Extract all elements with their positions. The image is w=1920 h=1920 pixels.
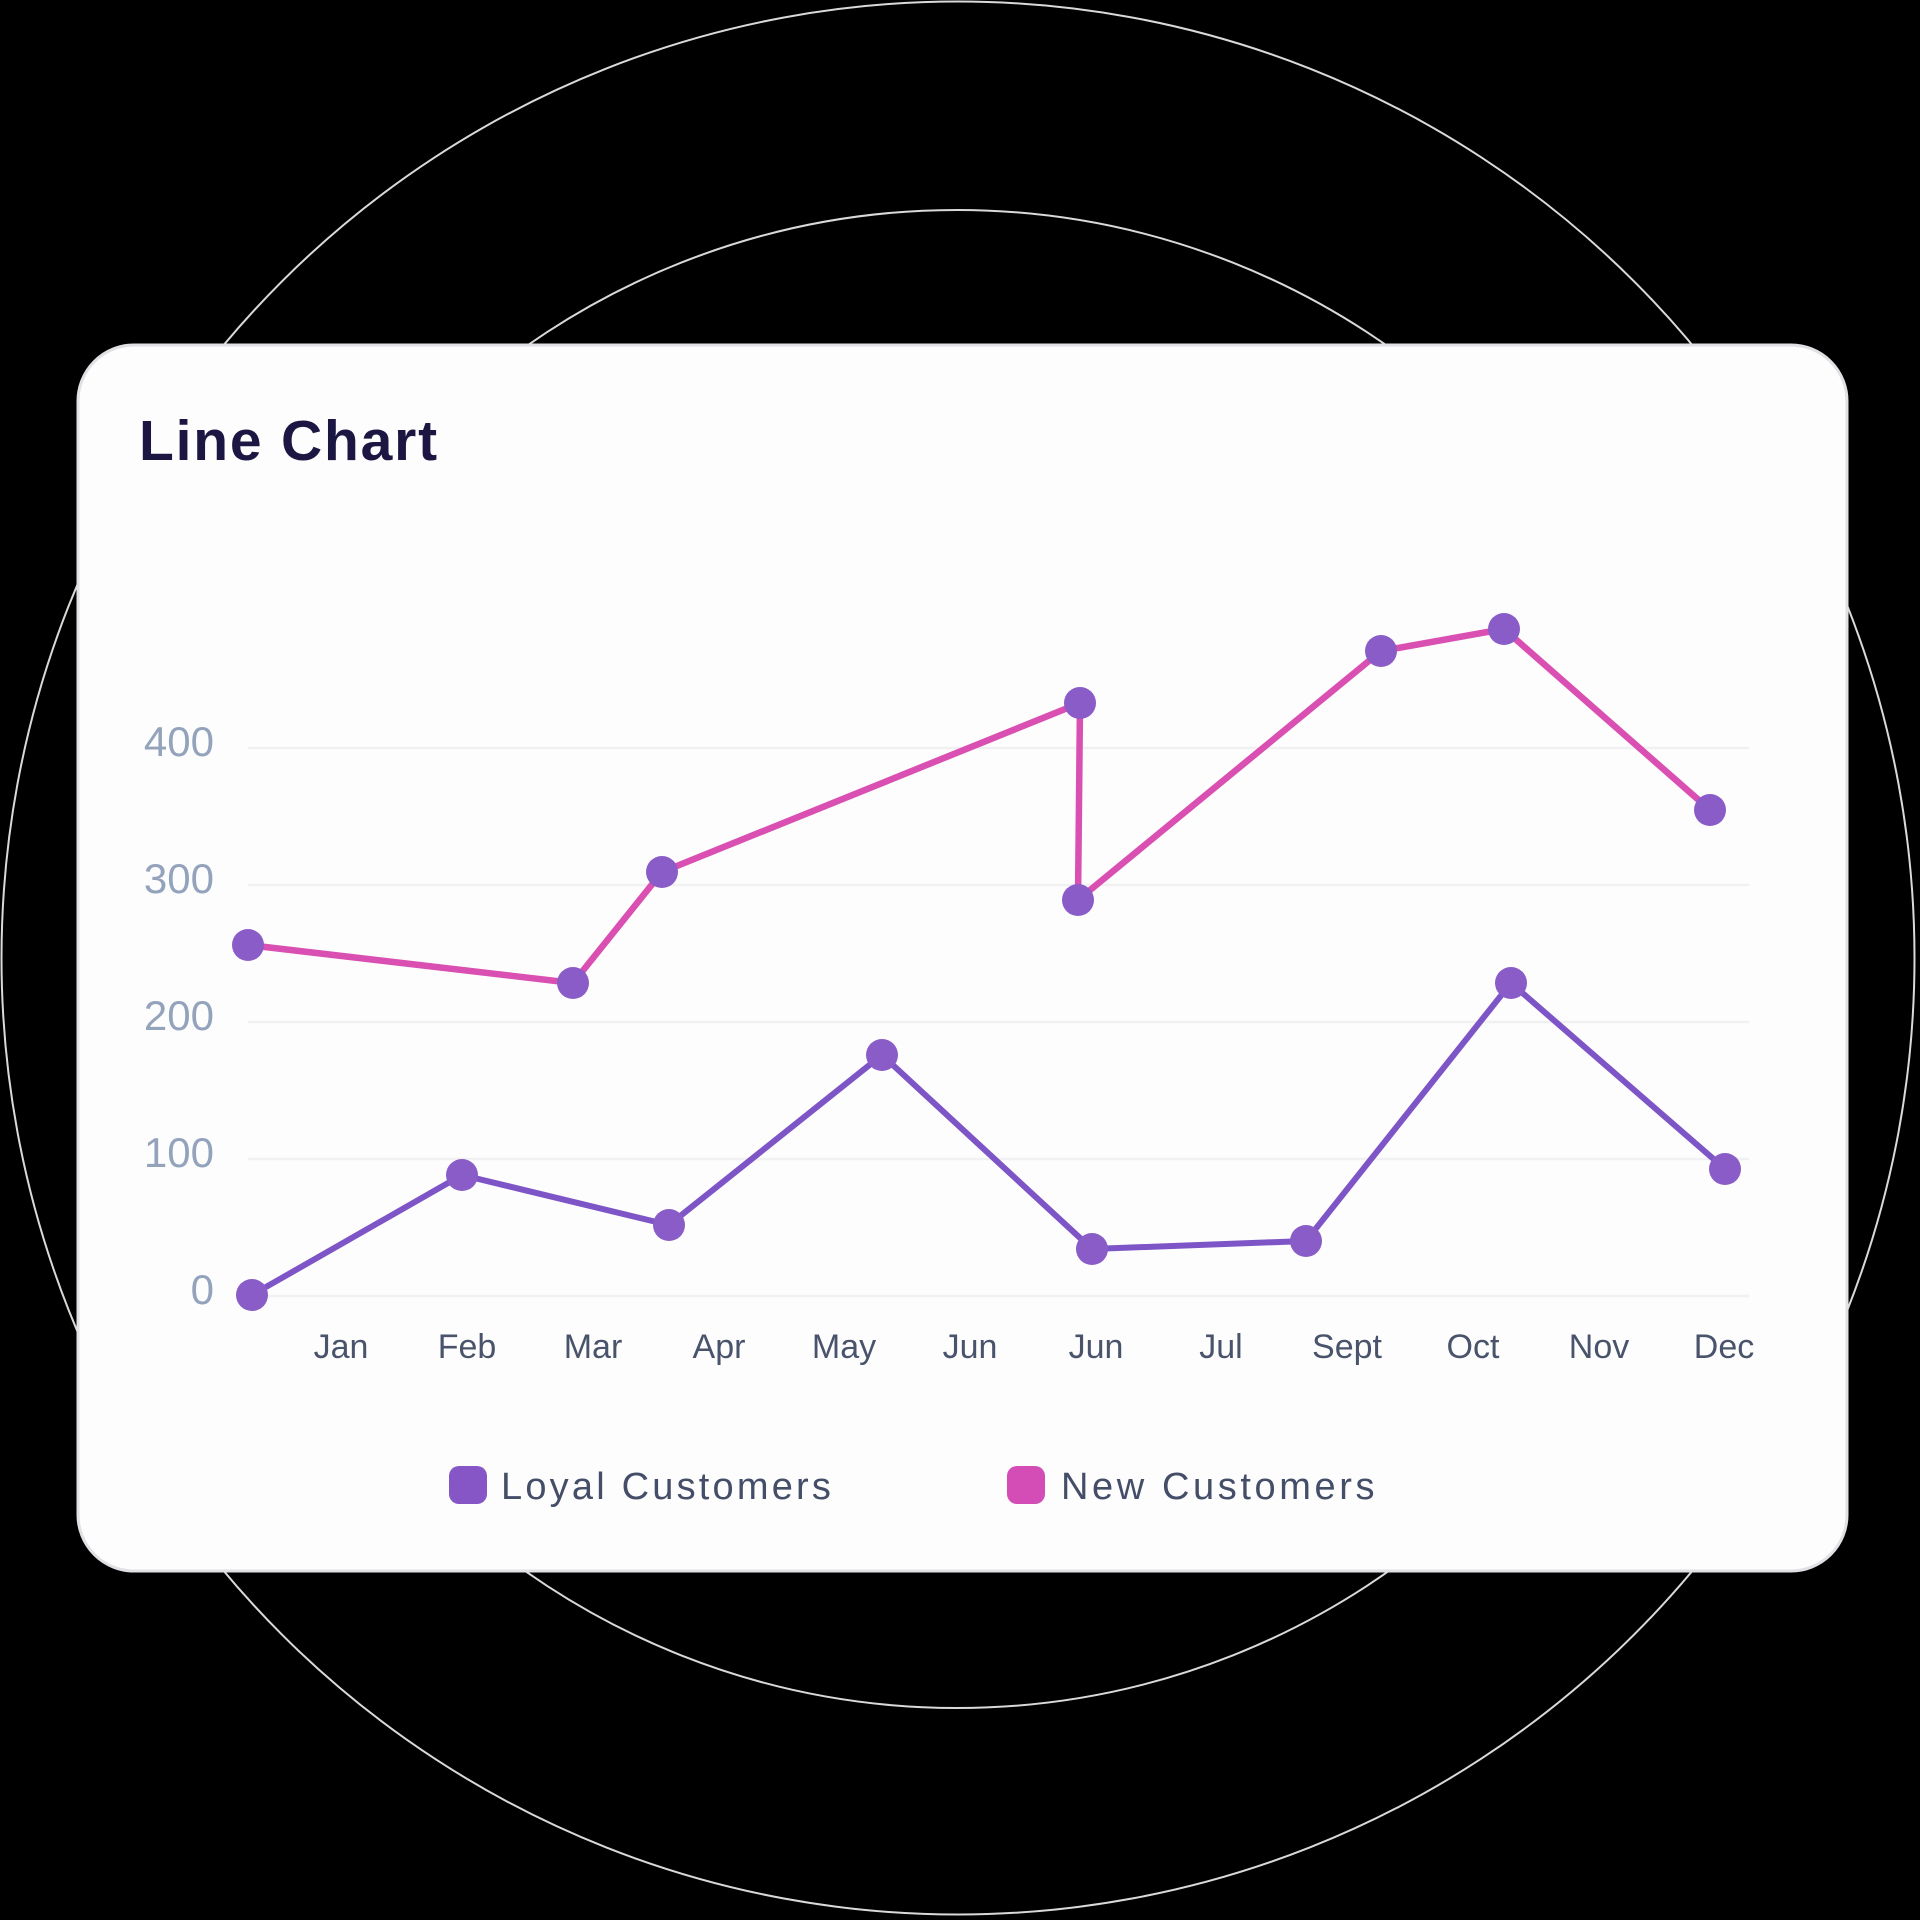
svg-text:Apr: Apr: [693, 1328, 746, 1366]
svg-text:Loyal Customers: Loyal Customers: [501, 1466, 834, 1508]
svg-text:0: 0: [191, 1266, 214, 1313]
svg-text:Oct: Oct: [1447, 1328, 1500, 1366]
svg-text:Jun: Jun: [943, 1328, 998, 1366]
svg-text:Jul: Jul: [1199, 1328, 1242, 1366]
svg-text:Jan: Jan: [314, 1328, 369, 1366]
svg-text:Dec: Dec: [1694, 1328, 1754, 1366]
svg-text:300: 300: [144, 855, 214, 902]
svg-text:Jun: Jun: [1069, 1328, 1124, 1366]
svg-text:Feb: Feb: [438, 1328, 497, 1366]
svg-text:Line Chart: Line Chart: [139, 409, 439, 473]
svg-text:Sept: Sept: [1312, 1328, 1382, 1366]
svg-text:Mar: Mar: [564, 1328, 623, 1366]
svg-text:400: 400: [144, 718, 214, 765]
svg-text:Nov: Nov: [1569, 1328, 1629, 1366]
svg-text:200: 200: [144, 992, 214, 1039]
svg-text:New Customers: New Customers: [1061, 1466, 1378, 1508]
svg-text:May: May: [812, 1328, 876, 1366]
svg-text:100: 100: [144, 1129, 214, 1176]
